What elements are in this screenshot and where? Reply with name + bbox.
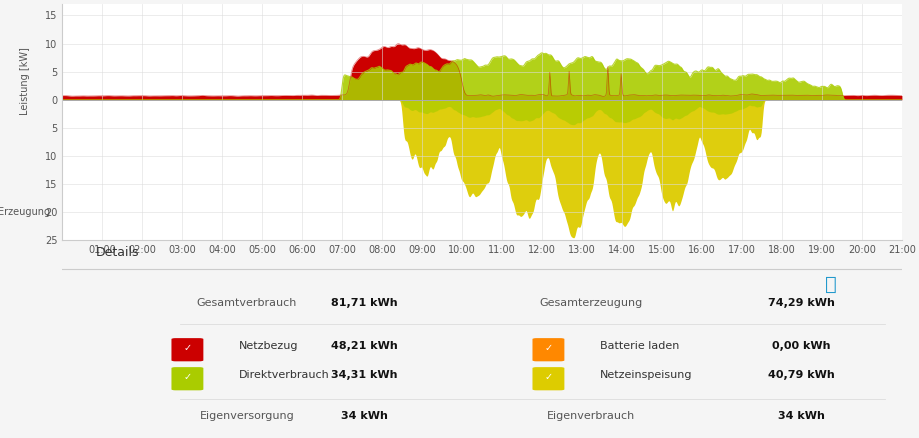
Text: Leistung [kW]: Leistung [kW] (19, 47, 29, 115)
Text: Details: Details (96, 246, 140, 259)
Text: 34 kWh: 34 kWh (341, 411, 388, 420)
Text: ✓: ✓ (183, 343, 191, 353)
FancyBboxPatch shape (532, 338, 563, 361)
Text: Netzbezug: Netzbezug (238, 341, 298, 351)
Text: Gesamterzeugung: Gesamterzeugung (539, 298, 642, 308)
FancyBboxPatch shape (171, 338, 203, 361)
Text: Gesamtverbrauch: Gesamtverbrauch (197, 298, 297, 308)
Text: ⓘ: ⓘ (823, 276, 835, 294)
Text: Eigenversorgung: Eigenversorgung (199, 411, 294, 420)
Text: Netzeinspeisung: Netzeinspeisung (599, 370, 691, 380)
Text: 40,79 kWh: 40,79 kWh (767, 370, 834, 380)
Text: Direktverbrauch: Direktverbrauch (238, 370, 329, 380)
Text: ✓: ✓ (544, 343, 552, 353)
Text: 0,00 kWh: 0,00 kWh (771, 341, 830, 351)
FancyBboxPatch shape (532, 367, 563, 390)
Text: 34,31 kWh: 34,31 kWh (331, 370, 397, 380)
Text: ✓: ✓ (544, 372, 552, 382)
Text: Erzeugung: Erzeugung (0, 207, 51, 217)
Text: 74,29 kWh: 74,29 kWh (766, 298, 834, 308)
FancyBboxPatch shape (171, 367, 203, 390)
Text: Eigenverbrauch: Eigenverbrauch (547, 411, 635, 420)
Text: 81,71 kWh: 81,71 kWh (331, 298, 397, 308)
Text: 48,21 kWh: 48,21 kWh (331, 341, 398, 351)
Text: ✓: ✓ (183, 372, 191, 382)
Text: Batterie laden: Batterie laden (599, 341, 678, 351)
Text: 34 kWh: 34 kWh (777, 411, 823, 420)
